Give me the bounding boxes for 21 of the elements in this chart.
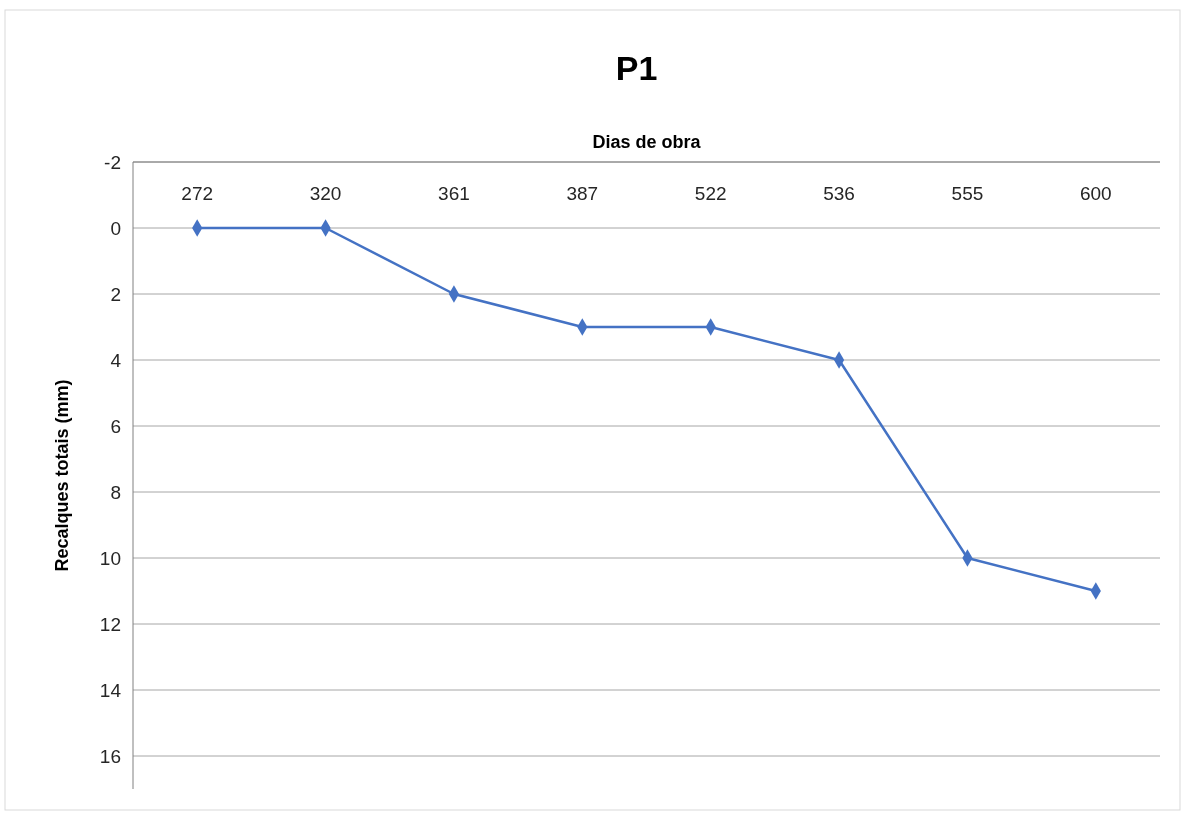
x-tick-label: 320 (309, 183, 342, 204)
y-tick-label: 10 (99, 547, 121, 569)
chart-title: P1 (615, 49, 658, 87)
y-axis-title: Recalques totais (mm) (52, 379, 72, 572)
x-tick-label: 522 (694, 183, 727, 204)
y-tick-label: 4 (110, 349, 122, 371)
x-tick-label: 555 (951, 183, 984, 204)
y-tick-label: 8 (110, 481, 121, 503)
x-tick-label: 600 (1079, 183, 1112, 204)
x-axis-title: Dias de obra (592, 132, 702, 152)
x-tick-label: 361 (438, 183, 470, 204)
y-tick-label: 14 (99, 679, 122, 701)
y-tick-label: 6 (110, 415, 121, 437)
y-tick-label: 2 (110, 283, 121, 305)
y-tick-label: 16 (99, 745, 121, 767)
y-tick-label: 12 (99, 613, 121, 635)
y-tick-label: 0 (110, 217, 121, 239)
x-tick-label: 387 (566, 183, 599, 204)
x-tick-label: 536 (823, 183, 855, 204)
y-tick-label: -2 (104, 151, 121, 173)
x-tick-label: 272 (181, 183, 214, 204)
